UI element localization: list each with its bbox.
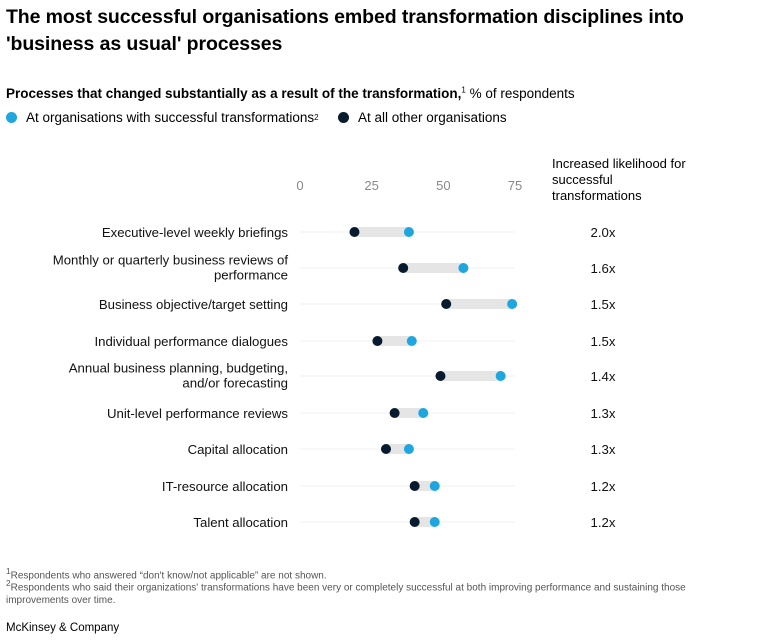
x-tick-label: 25 [364,178,378,193]
likelihood-value: 1.4x [591,369,616,384]
dot-other [349,227,360,237]
dot-other [398,263,409,273]
dot-other [389,408,400,418]
legend-other: At all other organisations [338,110,507,125]
footnote-2-mark: 2 [6,578,11,588]
legend-successful-label: At organisations with successful transfo… [26,110,315,125]
dot-successful [418,408,429,418]
chart-title: The most successful organisations embed … [6,6,684,55]
dot-successful [429,481,440,491]
x-tick-label: 50 [436,178,450,193]
dot-other [372,336,383,346]
range-bar [386,444,409,454]
likelihood-value: 2.0x [591,225,616,240]
category-label: Business objective/target setting [99,297,288,312]
footnote-2-text: Respondents who said their organizations… [6,582,686,606]
range-bar [403,263,464,273]
chart-subtitle: Processes that changed substantially as … [6,85,575,103]
category-label: IT-resource allocation [162,479,288,494]
dot-successful [429,517,440,527]
range-bar [446,299,513,309]
dot-other [409,517,420,527]
dumbbell-chart: 0 25 50 75 Executive-level weekly briefings 2… [53,178,616,530]
category-label: performance [214,268,288,283]
x-tick-label: 75 [508,178,522,193]
likelihood-value: 1.3x [591,406,616,421]
category-label: Talent allocation [193,515,288,530]
category-label: and/or forecasting [182,376,288,391]
dot-successful [403,444,414,454]
dot-other [409,481,420,491]
dot-other [435,371,446,381]
footnote-1: 1Respondents who answered “don't know/no… [6,565,327,583]
subtitle-bold: Processes that changed substantially as … [6,86,462,101]
legend-other-marker [338,112,349,123]
footnote-1-mark: 1 [6,566,11,576]
dot-successful [406,336,417,346]
range-bar [377,336,412,346]
subtitle-footnote-mark: 1 [461,85,466,95]
dot-other [381,444,391,454]
likelihood-header: Increased likelihood for successful tran… [552,156,686,203]
range-bar [440,371,501,381]
subtitle-unit: % of respondents [465,86,575,101]
legend-successful-marker [6,112,17,123]
range-bar [354,227,409,237]
range-bar [394,408,424,418]
category-label: Executive-level weekly briefings [102,225,289,240]
likelihood-value: 1.6x [591,261,616,276]
range-bar [414,481,435,491]
footnote-1-text: Respondents who answered “don't know/not… [10,570,327,582]
category-label: Monthly or quarterly business reviews of [53,253,289,268]
dot-other [441,299,452,309]
likelihood-value: 1.2x [591,515,616,530]
likelihood-value: 1.5x [591,334,616,349]
likelihood-value: 1.3x [591,442,616,457]
category-label: Capital allocation [188,442,288,457]
dot-successful [458,263,469,273]
dot-successful [403,227,414,237]
source-credit: McKinsey & Company [6,622,120,634]
legend-successful: At organisations with successful transfo… [6,110,319,125]
category-label: Unit-level performance reviews [107,406,288,421]
category-label: Individual performance dialogues [94,334,288,349]
likelihood-value: 1.5x [591,297,616,312]
legend-other-label: At all other organisations [358,110,507,125]
dot-successful [507,299,518,309]
dot-successful [495,371,506,381]
footnote-2: 2Respondents who said their organization… [6,577,746,607]
likelihood-value: 1.2x [591,479,616,494]
x-tick-label: 0 [296,178,303,193]
category-label: Annual business planning, budgeting, [69,361,288,376]
range-bar [414,517,435,527]
